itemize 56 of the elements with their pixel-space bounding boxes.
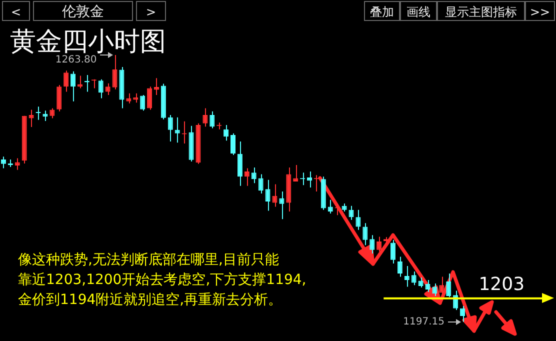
candlestick	[446, 273, 452, 298]
candlestick	[147, 86, 152, 110]
text: <	[2, 1, 30, 21]
candlestick	[411, 271, 416, 286]
candlestick	[425, 279, 430, 292]
candlestick	[230, 132, 236, 156]
candlestick	[265, 179, 270, 212]
annotation: 1263.80	[55, 54, 97, 66]
candlestick	[348, 205, 354, 220]
candlestick	[70, 70, 76, 102]
annotation: 像这种跌势,无法判断底部在哪里,目前只能	[18, 252, 279, 268]
candlestick	[251, 166, 256, 184]
chart-subtitle: 伦敦金	[33, 1, 133, 21]
candlestick	[154, 78, 159, 96]
text: 显示主图指标	[437, 1, 525, 21]
candlestick	[56, 84, 62, 112]
candlestick	[328, 199, 333, 214]
candlestick	[272, 184, 278, 208]
candlestick	[77, 75, 82, 89]
candlestick	[224, 124, 229, 142]
candlestick	[439, 276, 444, 298]
annotation: 金价到1194附近就别追空,再重新去分析。	[18, 292, 282, 308]
candlestick	[376, 236, 382, 252]
candlestick	[237, 140, 242, 186]
candlestick	[362, 222, 368, 246]
text: >>	[525, 1, 555, 21]
candlestick	[105, 82, 110, 96]
candlestick	[133, 92, 138, 104]
candlestick	[390, 239, 396, 264]
candlestick	[64, 70, 69, 92]
candlestick	[36, 106, 41, 120]
ref-line-label: 1203	[478, 274, 525, 296]
candlestick	[258, 174, 264, 194]
candlestick	[98, 78, 104, 99]
candlestick	[202, 108, 208, 128]
candlestick	[0, 156, 6, 169]
candlestick	[168, 114, 173, 142]
candlestick	[174, 116, 180, 144]
candlestick	[210, 110, 215, 129]
candlestick	[404, 265, 410, 288]
candlestick	[279, 190, 284, 220]
annotation: 1197.15	[403, 316, 445, 328]
candlestick	[397, 256, 402, 278]
candlestick	[140, 94, 146, 112]
candlestick	[432, 283, 438, 296]
candlestick	[418, 277, 424, 288]
annotation: 靠近1203,1200开始去考虑空,下方支撑1194,	[18, 272, 306, 288]
candlestick	[126, 92, 132, 104]
candlestick	[356, 209, 361, 230]
candlestick	[112, 54, 118, 90]
candlestick	[50, 108, 55, 119]
text: 叠加	[364, 1, 400, 21]
candlestick	[244, 168, 250, 186]
candlestick	[370, 234, 375, 254]
text: 画线	[400, 1, 437, 21]
text: >	[136, 1, 166, 21]
